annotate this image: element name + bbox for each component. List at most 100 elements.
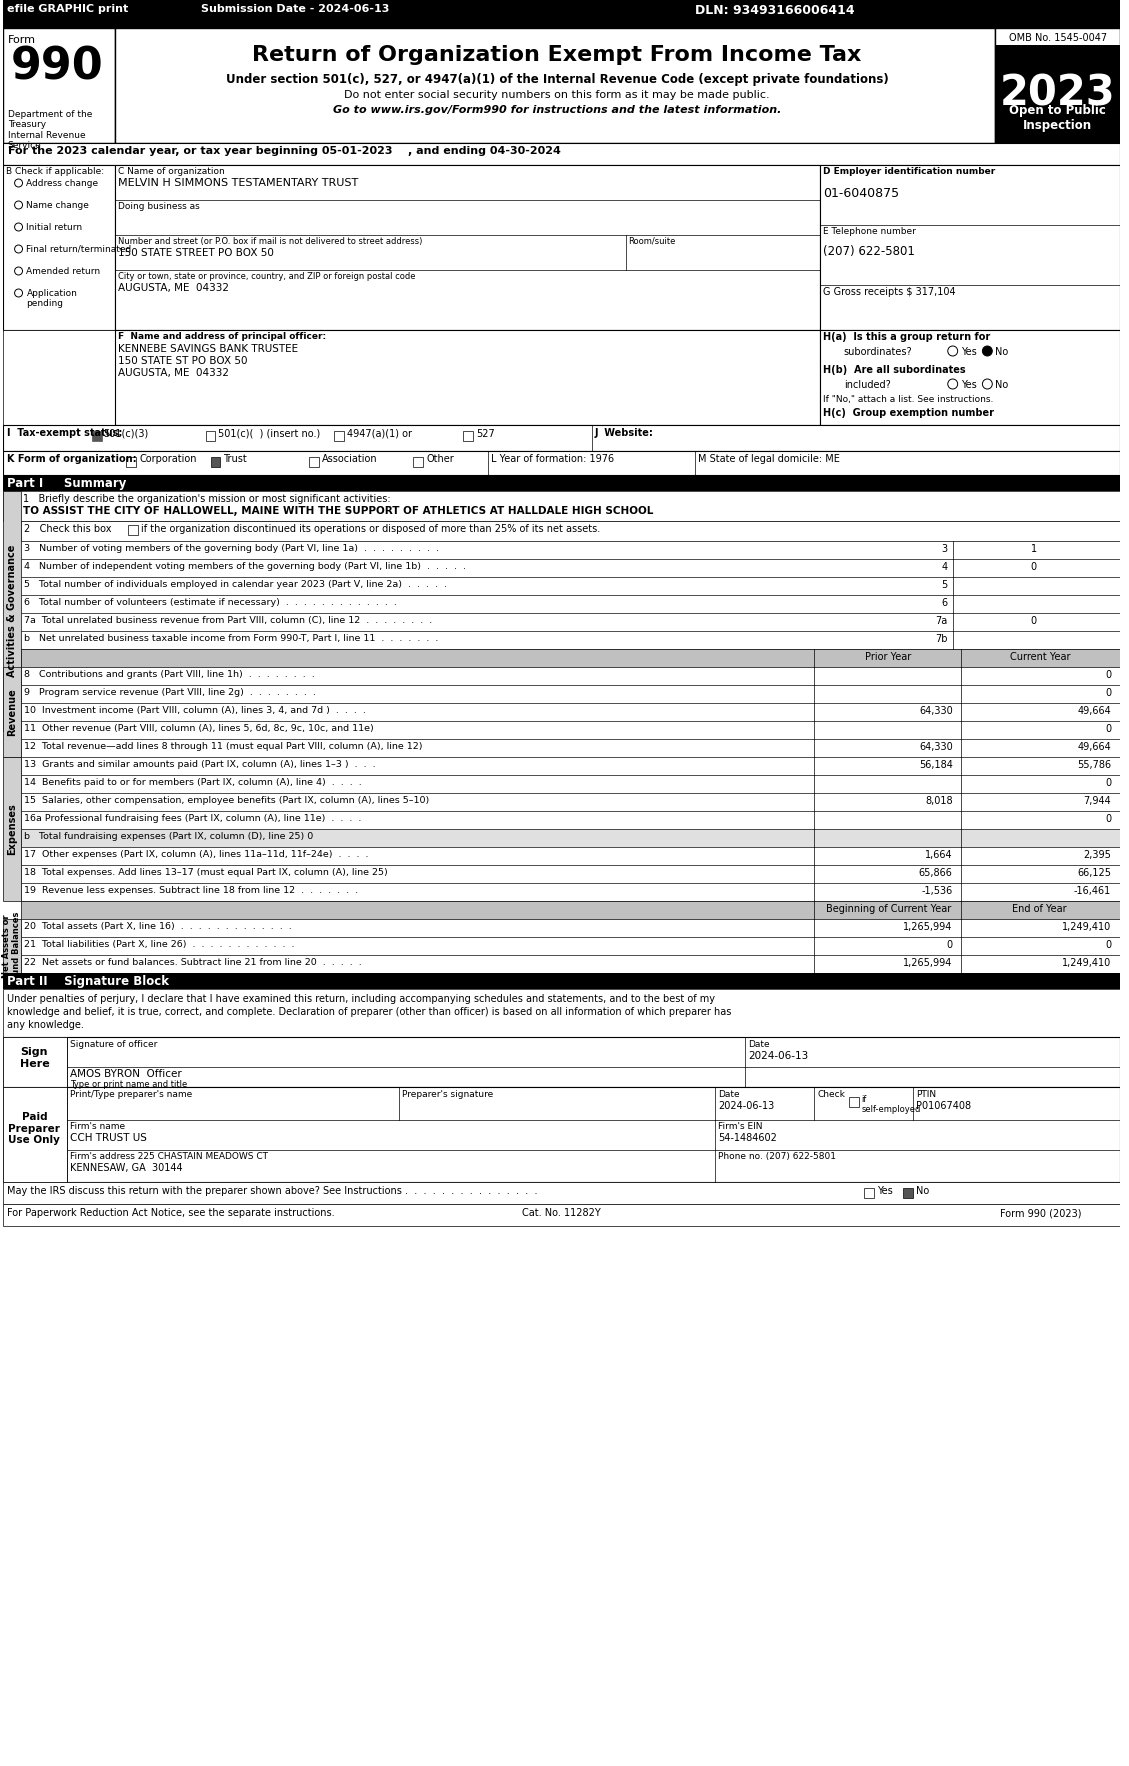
Text: -16,461: -16,461 xyxy=(1074,887,1111,895)
Bar xyxy=(2,668,20,758)
Text: G Gross receipts $ 317,104: G Gross receipts $ 317,104 xyxy=(823,288,956,297)
Bar xyxy=(2,1181,1120,1204)
Text: Application
pending: Application pending xyxy=(26,290,78,309)
Text: Paid
Preparer
Use Only: Paid Preparer Use Only xyxy=(8,1113,60,1144)
Text: End of Year: End of Year xyxy=(1013,904,1067,915)
Bar xyxy=(20,721,1120,738)
Bar xyxy=(210,457,220,466)
Text: 6: 6 xyxy=(942,599,947,608)
Text: Check: Check xyxy=(817,1090,844,1098)
Text: DLN: 93493166006414: DLN: 93493166006414 xyxy=(695,4,855,18)
Text: 501(c)(  ) (insert no.): 501(c)( ) (insert no.) xyxy=(218,429,321,440)
Text: Preparer's signature: Preparer's signature xyxy=(402,1090,492,1098)
Text: Return of Organization Exempt From Income Tax: Return of Organization Exempt From Incom… xyxy=(252,44,861,65)
Text: b   Total fundraising expenses (Part IX, column (D), line 25) 0: b Total fundraising expenses (Part IX, c… xyxy=(25,832,314,841)
Bar xyxy=(20,540,1120,560)
Bar xyxy=(20,775,1120,793)
Text: 12  Total revenue—add lines 8 through 11 (must equal Part VIII, column (A), line: 12 Total revenue—add lines 8 through 11 … xyxy=(25,742,423,751)
Bar xyxy=(20,828,1120,848)
Text: Activities & Governance: Activities & Governance xyxy=(7,546,17,676)
Text: Part I     Summary: Part I Summary xyxy=(7,477,126,489)
Text: P01067408: P01067408 xyxy=(916,1100,971,1111)
Bar xyxy=(114,164,820,330)
Text: 7a  Total unrelated business revenue from Part VIII, column (C), line 12  .  .  : 7a Total unrelated business revenue from… xyxy=(25,616,432,625)
Bar xyxy=(20,560,1120,577)
Text: Firm's EIN: Firm's EIN xyxy=(718,1121,763,1130)
Bar xyxy=(91,431,102,442)
Text: 54-1484602: 54-1484602 xyxy=(718,1134,777,1143)
Bar xyxy=(996,28,1120,143)
Text: 17  Other expenses (Part IX, column (A), lines 11a–11d, 11f–24e)  .  .  .  .: 17 Other expenses (Part IX, column (A), … xyxy=(25,849,369,858)
Text: 2023: 2023 xyxy=(1000,72,1115,115)
Text: KENNEBE SAVINGS BANK TRUSTEE: KENNEBE SAVINGS BANK TRUSTEE xyxy=(117,344,298,353)
Text: MELVIN H SIMMONS TESTAMENTARY TRUST: MELVIN H SIMMONS TESTAMENTARY TRUST xyxy=(117,178,358,187)
Text: No: No xyxy=(996,346,1008,357)
Text: 0: 0 xyxy=(1031,562,1036,572)
Text: knowledge and belief, it is true, correct, and complete. Declaration of preparer: knowledge and belief, it is true, correc… xyxy=(7,1007,732,1017)
Text: 5   Total number of individuals employed in calendar year 2023 (Part V, line 2a): 5 Total number of individuals employed i… xyxy=(25,579,447,590)
Text: K Form of organization:: K Form of organization: xyxy=(7,454,137,464)
Bar xyxy=(20,738,1120,758)
Text: Association: Association xyxy=(323,454,378,464)
Text: 7a: 7a xyxy=(936,616,947,625)
Text: 64,330: 64,330 xyxy=(919,706,953,715)
Bar xyxy=(20,685,1120,703)
Text: 0: 0 xyxy=(1031,616,1036,625)
Text: 13  Grants and similar amounts paid (Part IX, column (A), lines 1–3 )  .  .  .: 13 Grants and similar amounts paid (Part… xyxy=(25,759,376,768)
Text: D Employer identification number: D Employer identification number xyxy=(823,168,996,177)
Text: Net Assets or
Fund Balances: Net Assets or Fund Balances xyxy=(2,911,21,980)
Text: Initial return: Initial return xyxy=(26,223,82,231)
Text: M State of legal domicile: ME: M State of legal domicile: ME xyxy=(699,454,840,464)
Text: B Check if applicable:: B Check if applicable: xyxy=(6,168,104,177)
Bar xyxy=(2,491,1120,521)
Text: Yes: Yes xyxy=(876,1187,892,1196)
Bar xyxy=(20,521,1120,540)
Bar xyxy=(2,1037,1120,1088)
Text: 19  Revenue less expenses. Subtract line 18 from line 12  .  .  .  .  .  .  .: 19 Revenue less expenses. Subtract line … xyxy=(25,887,359,895)
Bar xyxy=(463,431,473,442)
Text: 2024-06-13: 2024-06-13 xyxy=(747,1051,808,1061)
Bar xyxy=(114,28,996,143)
Text: 56,184: 56,184 xyxy=(919,759,953,770)
Bar xyxy=(820,330,1120,426)
Bar xyxy=(126,457,137,466)
Bar xyxy=(114,330,820,426)
Text: Form: Form xyxy=(8,35,36,44)
Text: Yes: Yes xyxy=(961,380,977,390)
Bar xyxy=(20,865,1120,883)
Text: 64,330: 64,330 xyxy=(919,742,953,752)
Bar xyxy=(2,164,114,330)
Bar xyxy=(2,426,1120,450)
Text: 1,664: 1,664 xyxy=(925,849,953,860)
Text: Firm's name: Firm's name xyxy=(70,1121,125,1130)
Text: 0: 0 xyxy=(1105,669,1111,680)
Text: 1,249,410: 1,249,410 xyxy=(1061,922,1111,932)
Text: Name change: Name change xyxy=(26,201,89,210)
Text: 1: 1 xyxy=(1031,544,1036,555)
Bar xyxy=(2,475,1120,491)
Text: if the organization discontinued its operations or disposed of more than 25% of : if the organization discontinued its ope… xyxy=(141,525,601,533)
Bar xyxy=(20,703,1120,721)
Text: Date: Date xyxy=(747,1040,770,1049)
Bar xyxy=(2,28,1120,143)
Bar xyxy=(2,28,114,143)
Text: Corporation: Corporation xyxy=(139,454,196,464)
Text: Expenses: Expenses xyxy=(7,804,17,855)
Text: Other: Other xyxy=(427,454,454,464)
Text: For the 2023 calendar year, or tax year beginning 05-01-2023    , and ending 04-: For the 2023 calendar year, or tax year … xyxy=(8,147,560,155)
Bar xyxy=(2,143,1120,164)
Bar xyxy=(20,668,1120,685)
Bar xyxy=(20,793,1120,811)
Text: 6   Total number of volunteers (estimate if necessary)  .  .  .  .  .  .  .  .  : 6 Total number of volunteers (estimate i… xyxy=(25,599,397,608)
Bar xyxy=(20,595,1120,613)
Text: AUGUSTA, ME  04332: AUGUSTA, ME 04332 xyxy=(117,283,228,293)
Text: If "No," attach a list. See instructions.: If "No," attach a list. See instructions… xyxy=(823,396,994,404)
Text: Address change: Address change xyxy=(26,178,98,187)
Text: OMB No. 1545-0047: OMB No. 1545-0047 xyxy=(1008,34,1106,42)
Text: 0: 0 xyxy=(1105,724,1111,735)
Text: 501(c)(3): 501(c)(3) xyxy=(104,429,149,440)
Bar xyxy=(20,883,1120,901)
Text: H(a)  Is this a group return for: H(a) Is this a group return for xyxy=(823,332,990,343)
Text: -1,536: -1,536 xyxy=(921,887,953,895)
Text: any knowledge.: any knowledge. xyxy=(7,1021,84,1030)
